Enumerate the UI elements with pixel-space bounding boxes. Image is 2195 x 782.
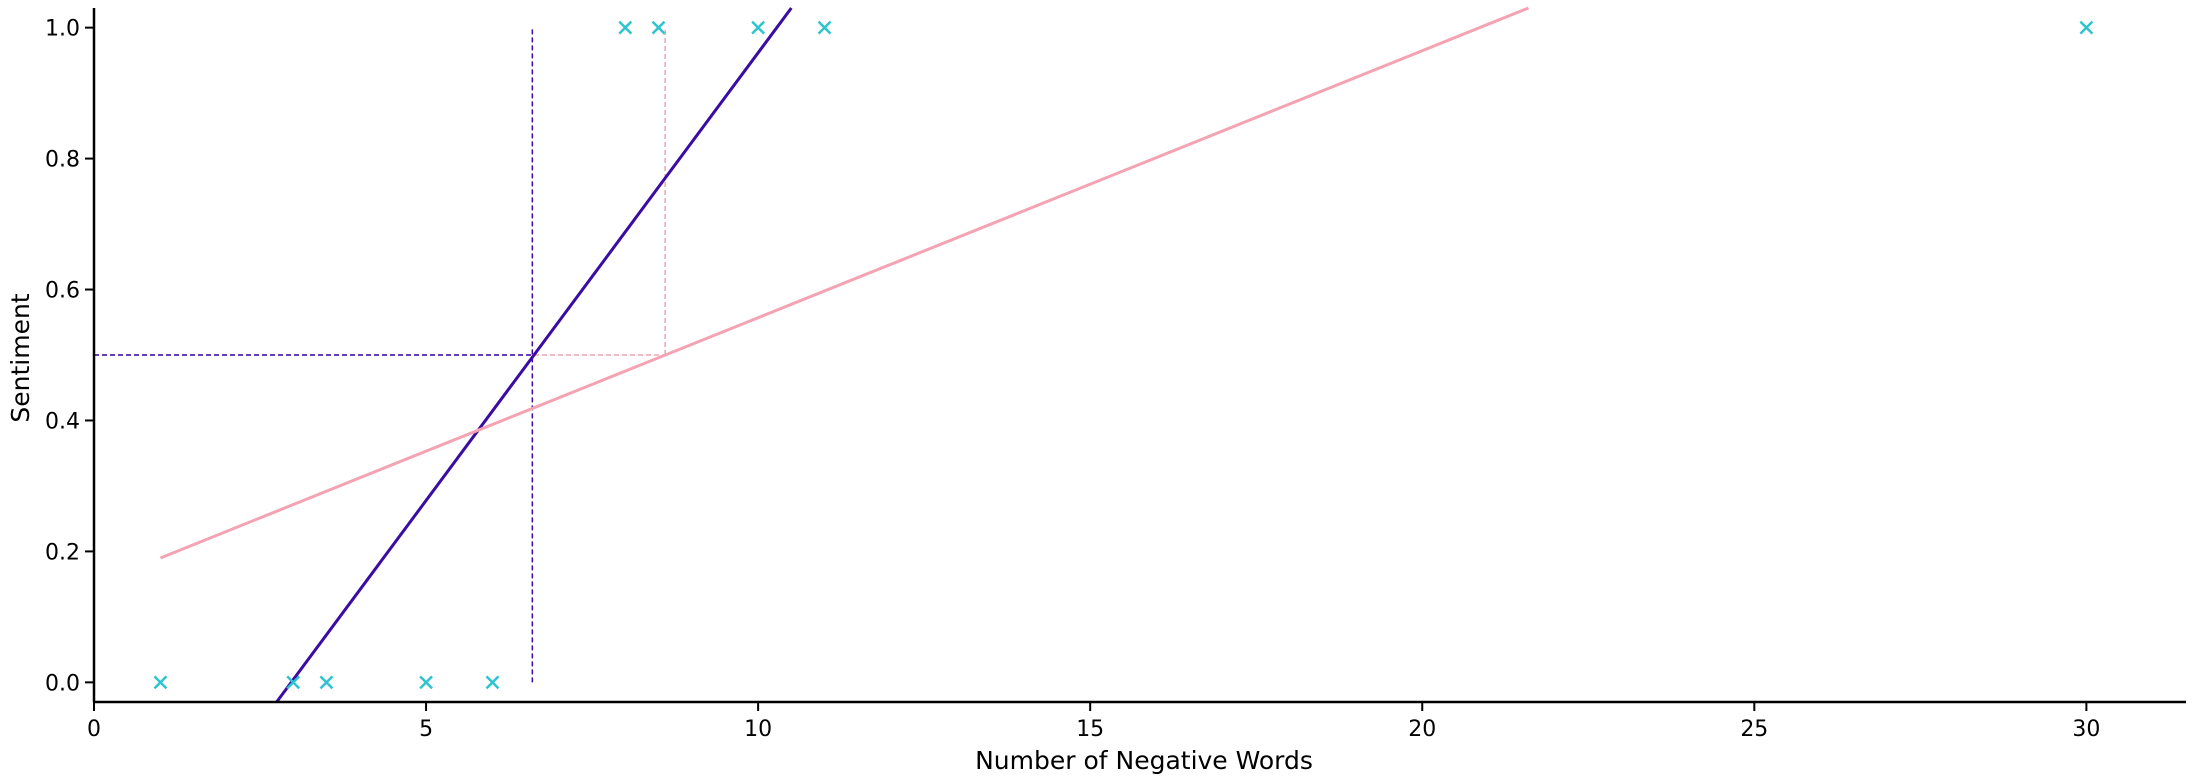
data-point xyxy=(618,20,633,35)
data-point xyxy=(319,675,334,690)
data-point xyxy=(817,20,832,35)
y-tick-label: 0.0 xyxy=(45,671,80,696)
y-tick-label: 0.4 xyxy=(45,409,80,434)
x-axis-title: Number of Negative Words xyxy=(975,746,1313,775)
fit-lines xyxy=(159,6,1530,703)
axes: 0 5 10 15 20 25 30 0.0 0.2 0.4 0.6 0.8 1.0 xyxy=(45,8,2186,742)
x-tick-label: 25 xyxy=(1740,717,1768,742)
y-axis-title: Sentiment xyxy=(6,293,35,422)
data-point xyxy=(651,20,666,35)
x-tick-label: 30 xyxy=(2072,717,2100,742)
y-tick-label: 1.0 xyxy=(45,17,80,42)
x-tick-label: 20 xyxy=(1408,717,1436,742)
y-tick-label: 0.8 xyxy=(45,148,80,173)
y-tick-label: 0.6 xyxy=(45,279,80,304)
data-point xyxy=(153,675,168,690)
data-point xyxy=(2079,20,2094,35)
x-tick-label: 10 xyxy=(744,717,772,742)
data-points xyxy=(153,20,2094,690)
data-point xyxy=(751,20,766,35)
fit-line-2 xyxy=(159,6,1530,560)
reference-lines xyxy=(94,27,666,683)
fit-line-1 xyxy=(275,7,793,703)
data-point xyxy=(286,675,301,690)
y-tick-label: 0.2 xyxy=(45,540,80,565)
x-tick-label: 15 xyxy=(1076,717,1104,742)
data-point xyxy=(485,675,500,690)
data-point xyxy=(419,675,433,690)
x-tick-label: 0 xyxy=(87,717,101,742)
x-tick-label: 5 xyxy=(419,717,433,742)
